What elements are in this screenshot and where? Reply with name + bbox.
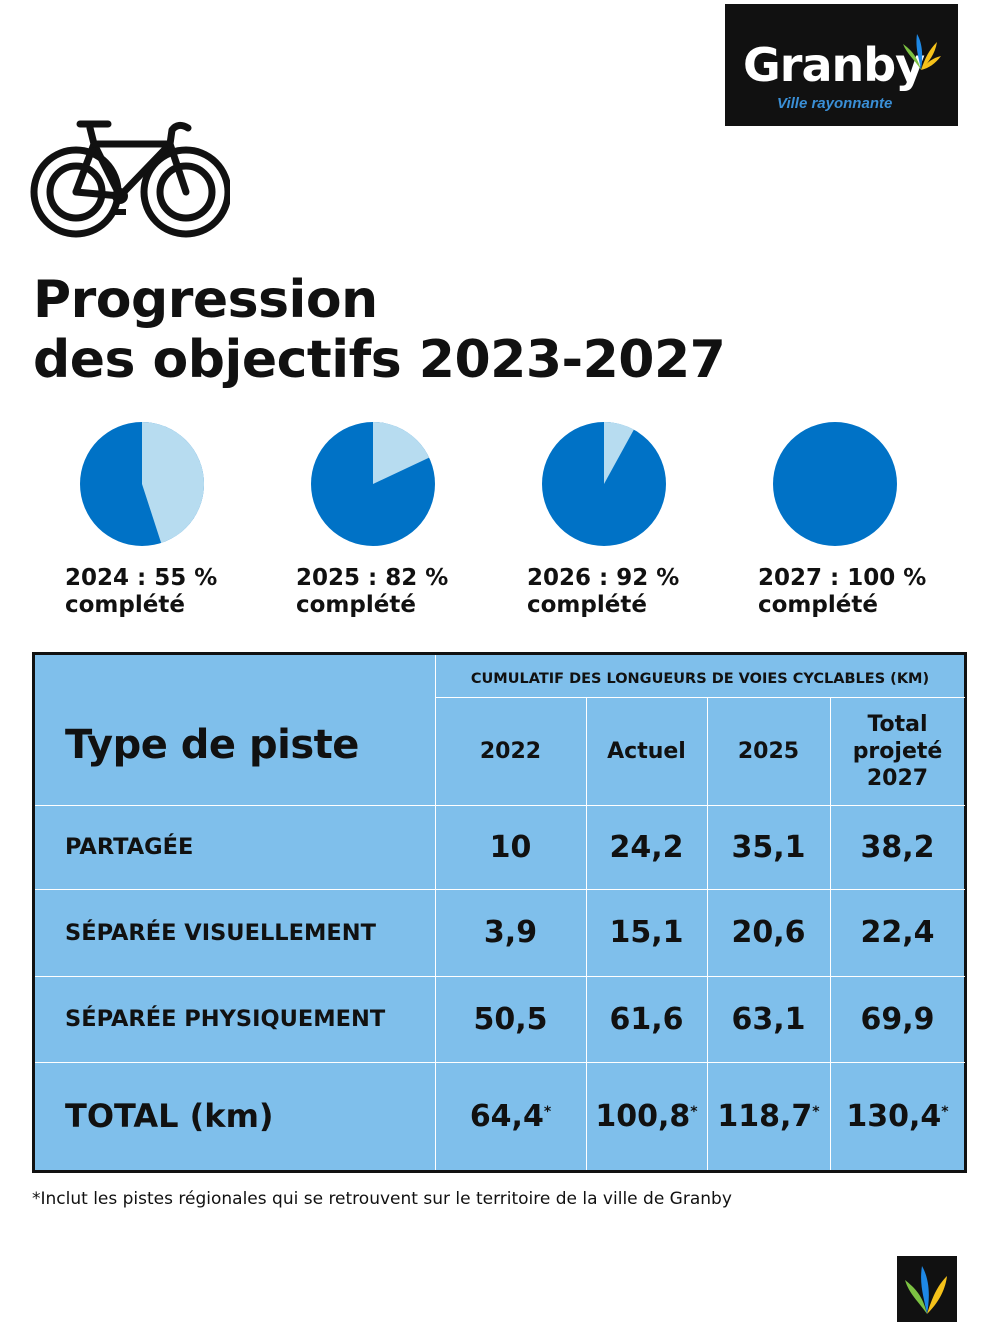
table-row-header: Type de piste bbox=[65, 722, 359, 768]
pie-label-status: complété bbox=[65, 592, 185, 618]
total-value: 64,4 bbox=[469, 1098, 544, 1134]
pie-label-year-pct: 2027 : 100 % bbox=[758, 565, 927, 591]
row-label-total: TOTAL (km) bbox=[65, 1097, 274, 1135]
logo-tagline: Ville rayonnante bbox=[777, 95, 893, 112]
column-header-line: projeté bbox=[852, 738, 943, 764]
total-value: 100,8 bbox=[595, 1098, 691, 1134]
table-divider bbox=[586, 697, 587, 1170]
column-header-line: Actuel bbox=[607, 738, 686, 764]
column-header-2025: 2025 bbox=[707, 697, 830, 805]
table-divider bbox=[435, 697, 965, 698]
page-title: Progression des objectifs 2023-2027 bbox=[33, 270, 726, 390]
title-line-2: des objectifs 2023-2027 bbox=[33, 330, 726, 390]
table-cell: 61,6 bbox=[609, 1001, 684, 1037]
pie-chart-2025 bbox=[311, 422, 435, 546]
row-label-separee-physiquement: SÉPARÉE PHYSIQUEMENT bbox=[65, 1006, 386, 1032]
table-cell: 38,2 bbox=[860, 829, 935, 865]
pie-chart-2024 bbox=[80, 422, 204, 546]
bicycle-icon bbox=[30, 120, 230, 238]
pie-chart-2027 bbox=[773, 422, 897, 546]
pie-label-2025: 2025 : 82 % complété bbox=[296, 565, 448, 619]
granby-small-logo bbox=[897, 1256, 957, 1322]
pie-slice-remaining bbox=[373, 422, 430, 484]
table-cell: 15,1 bbox=[609, 915, 684, 950]
logo-wordmark: Granby bbox=[743, 38, 925, 92]
total-value: 118,7 bbox=[717, 1098, 813, 1134]
row-label-partagee: PARTAGÉE bbox=[65, 834, 194, 860]
table-divider bbox=[707, 697, 708, 1170]
table-divider bbox=[435, 655, 436, 1170]
column-header-line: Total bbox=[867, 711, 928, 737]
title-line-1: Progression bbox=[33, 270, 378, 330]
bike-lanes-table: Type de piste CUMULATIF DES LONGUEURS DE… bbox=[32, 652, 967, 1173]
table-cell: 10 bbox=[489, 829, 532, 865]
total-cell: 118,7 * bbox=[707, 1062, 830, 1170]
pie-label-status: complété bbox=[527, 592, 647, 618]
pie-slice-completed bbox=[773, 422, 897, 546]
column-header-line: 2022 bbox=[479, 738, 542, 764]
pie-slice-remaining bbox=[142, 422, 204, 543]
total-cell: 64,4 * bbox=[435, 1062, 586, 1170]
total-cell: 130,4 * bbox=[830, 1062, 965, 1170]
footnote-marker: * bbox=[690, 1104, 698, 1120]
row-label-separee-visuellement: SÉPARÉE VISUELLEMENT bbox=[65, 919, 376, 946]
column-header-actuel: Actuel bbox=[586, 697, 707, 805]
table-divider bbox=[35, 1062, 965, 1063]
table-cell: 50,5 bbox=[473, 1001, 548, 1037]
table-cell: 20,6 bbox=[731, 915, 806, 950]
footnote-marker: * bbox=[941, 1104, 949, 1120]
pie-label-2026: 2026 : 92 % complété bbox=[527, 565, 679, 619]
pie-label-year-pct: 2024 : 55 % bbox=[65, 565, 218, 591]
table-divider bbox=[35, 976, 965, 977]
column-header-line: 2025 bbox=[737, 738, 800, 764]
table-cell: 22,4 bbox=[860, 915, 935, 950]
pie-slice-remaining bbox=[604, 422, 634, 484]
granby-logo: Granby Ville rayonnante bbox=[725, 4, 958, 126]
table-cell: 63,1 bbox=[731, 1001, 806, 1037]
footnote-marker: * bbox=[812, 1104, 820, 1120]
granby-flame-icon bbox=[903, 34, 941, 70]
total-value: 130,4 bbox=[846, 1098, 942, 1134]
pie-label-2027: 2027 : 100 % complété bbox=[758, 565, 926, 619]
pie-chart-2026 bbox=[542, 422, 666, 546]
pie-label-status: complété bbox=[296, 592, 416, 618]
column-header-total-2027: Total projeté 2027 bbox=[830, 697, 965, 805]
table-cell: 3,9 bbox=[483, 915, 538, 950]
table-group-header: CUMULATIF DES LONGUEURS DE VOIES CYCLABL… bbox=[470, 671, 930, 687]
granby-flame-icon bbox=[905, 1266, 947, 1314]
pie-label-year-pct: 2026 : 92 % bbox=[527, 565, 680, 591]
table-divider bbox=[35, 889, 965, 890]
table-divider bbox=[830, 697, 831, 1170]
table-cell: 35,1 bbox=[731, 829, 806, 865]
pie-label-status: complété bbox=[758, 592, 878, 618]
total-cell: 100,8 * bbox=[586, 1062, 707, 1170]
pie-label-2024: 2024 : 55 % complété bbox=[65, 565, 217, 619]
table-divider bbox=[35, 805, 965, 806]
footnote-marker: * bbox=[543, 1104, 552, 1120]
column-header-line: 2027 bbox=[866, 765, 929, 791]
footnote: *Inclut les pistes régionales qui se ret… bbox=[32, 1189, 732, 1209]
column-header-2022: 2022 bbox=[435, 697, 586, 805]
table-cell: 69,9 bbox=[860, 1001, 935, 1037]
pie-label-year-pct: 2025 : 82 % bbox=[296, 565, 449, 591]
table-cell: 24,2 bbox=[609, 829, 684, 865]
